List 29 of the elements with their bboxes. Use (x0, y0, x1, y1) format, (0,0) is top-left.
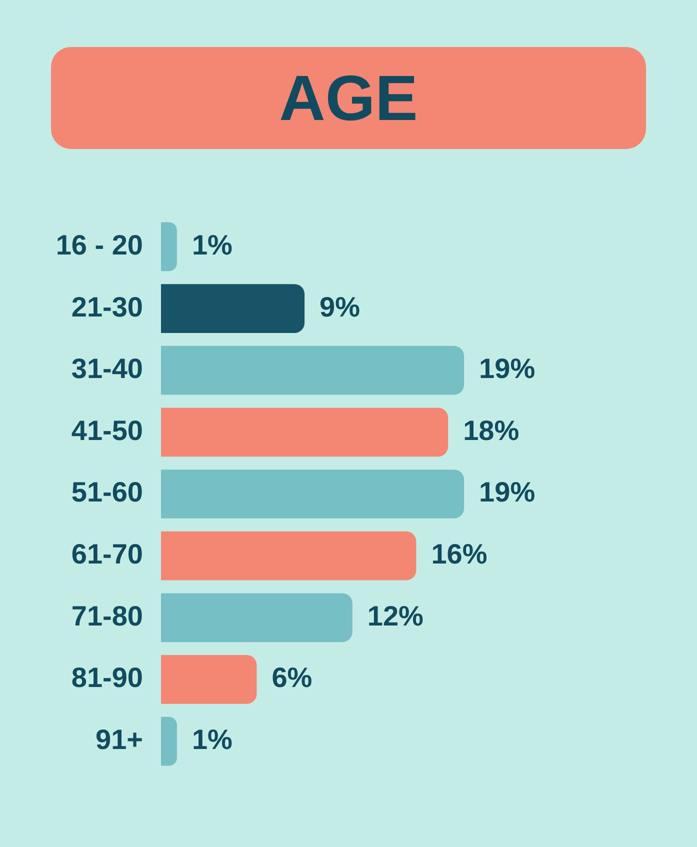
y-tick-label: 41-50 (71, 414, 143, 446)
y-tick-label: 61-70 (71, 538, 143, 570)
data-label: 12% (367, 600, 424, 632)
y-tick-label: 81-90 (71, 662, 143, 694)
data-label: 1% (192, 229, 233, 260)
data-label: 6% (272, 662, 312, 694)
bar (161, 346, 464, 395)
y-tick-label: 51-60 (71, 476, 143, 508)
data-label: 1% (192, 724, 233, 756)
title-banner: AGE (51, 47, 646, 149)
data-label: 19% (479, 476, 536, 508)
bar (161, 222, 177, 272)
data-label: 16% (431, 538, 488, 570)
bar (161, 408, 448, 457)
bar (161, 716, 177, 766)
y-tick-label: 21-30 (71, 291, 143, 322)
data-label: 18% (463, 414, 520, 446)
y-tick-label: 16 - 20 (56, 229, 143, 260)
bar (161, 655, 257, 704)
y-tick-label: 71-80 (71, 600, 143, 632)
bar (161, 284, 305, 333)
y-tick-label: 31-40 (71, 353, 143, 384)
data-label: 9% (320, 291, 360, 322)
chart-title: AGE (279, 62, 418, 134)
bar (161, 593, 352, 642)
data-label: 19% (479, 353, 536, 384)
y-tick-label: 91+ (96, 724, 143, 756)
bar (161, 531, 416, 580)
bar (161, 470, 464, 518)
